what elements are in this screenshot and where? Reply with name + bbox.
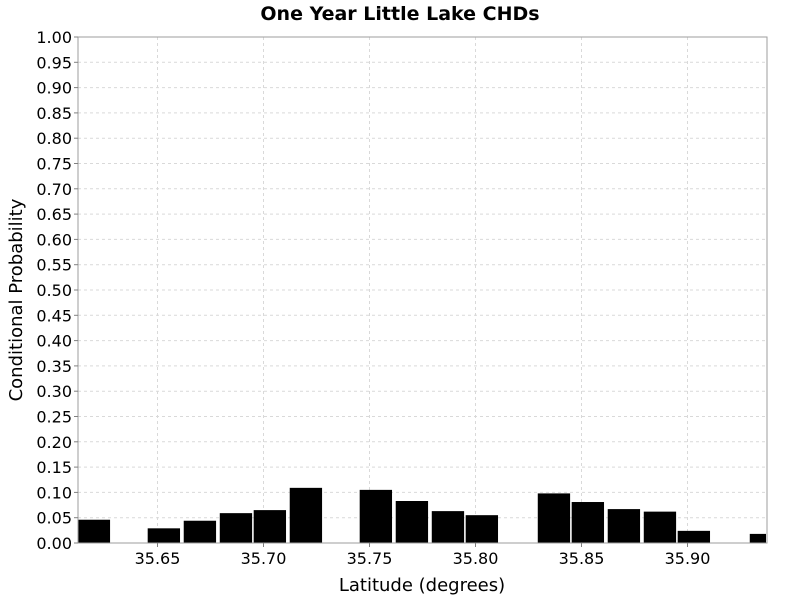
bar bbox=[431, 511, 465, 543]
y-tick-label: 0.20 bbox=[36, 433, 72, 452]
y-tick-label: 0.55 bbox=[36, 256, 72, 275]
y-tick-label: 0.40 bbox=[36, 332, 72, 351]
bar bbox=[749, 533, 766, 543]
y-tick-label: 0.10 bbox=[36, 483, 72, 502]
y-tick-label: 0.35 bbox=[36, 357, 72, 376]
y-tick-label: 0.85 bbox=[36, 104, 72, 123]
x-tick-label: 35.80 bbox=[453, 549, 499, 568]
y-tick-label: 0.90 bbox=[36, 79, 72, 98]
y-tick-label: 0.30 bbox=[36, 382, 72, 401]
chart-title: One Year Little Lake CHDs bbox=[260, 3, 539, 25]
bar bbox=[395, 501, 429, 543]
y-axis-label: Conditional Probability bbox=[6, 198, 27, 401]
y-tick-label: 0.05 bbox=[36, 509, 72, 528]
bar bbox=[571, 502, 605, 543]
bar bbox=[147, 528, 181, 543]
bar bbox=[289, 487, 323, 543]
y-tick-label: 0.65 bbox=[36, 205, 72, 224]
x-tick-label: 35.85 bbox=[559, 549, 605, 568]
bar bbox=[359, 489, 393, 543]
y-tick-label: 0.95 bbox=[36, 53, 72, 72]
bar bbox=[537, 493, 571, 543]
bar bbox=[677, 530, 711, 543]
bar bbox=[253, 510, 287, 543]
bar bbox=[219, 513, 253, 543]
y-tick-label: 0.50 bbox=[36, 281, 72, 300]
x-axis-label: Latitude (degrees) bbox=[339, 575, 505, 596]
y-tick-label: 0.45 bbox=[36, 306, 72, 325]
bars bbox=[78, 487, 766, 543]
y-tick-label: 0.25 bbox=[36, 408, 72, 427]
bar bbox=[607, 509, 641, 543]
x-tick-label: 35.75 bbox=[347, 549, 393, 568]
y-tick-label: 0.75 bbox=[36, 155, 72, 174]
bar bbox=[183, 520, 217, 543]
x-tick-label: 35.70 bbox=[241, 549, 287, 568]
bar bbox=[78, 519, 111, 543]
x-tick-label: 35.65 bbox=[135, 549, 181, 568]
y-tick-label: 1.00 bbox=[36, 28, 72, 47]
y-tick-label: 0.80 bbox=[36, 129, 72, 148]
bar bbox=[465, 515, 499, 543]
y-tick-label: 0.15 bbox=[36, 458, 72, 477]
y-tick-label: 0.70 bbox=[36, 180, 72, 199]
x-axis-ticks: 35.65 35.70 35.75 35.80 35.85 35.90 bbox=[135, 543, 711, 568]
y-axis-ticks: 0.00 0.05 0.10 0.15 0.20 0.25 0.30 0.35 0.40 0.45… bbox=[36, 28, 78, 553]
y-tick-label: 0.00 bbox=[36, 534, 72, 553]
bar bbox=[643, 511, 677, 543]
grid-lines bbox=[78, 37, 767, 543]
y-tick-label: 0.60 bbox=[36, 230, 72, 249]
x-tick-label: 35.90 bbox=[665, 549, 711, 568]
